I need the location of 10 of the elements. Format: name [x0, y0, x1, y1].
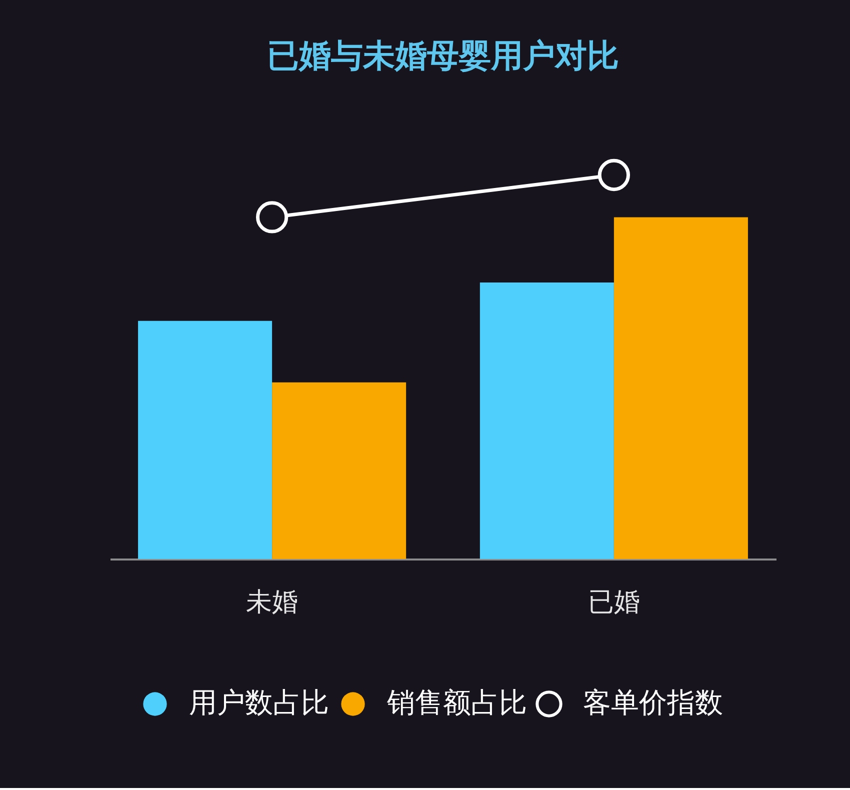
chart-title: 已婚与未婚母婴用户对比 — [267, 36, 619, 75]
bar — [614, 217, 748, 559]
legend-label: 销售额占比 — [386, 686, 527, 719]
bar — [138, 320, 272, 559]
legend-label: 用户数占比 — [189, 686, 329, 719]
legend-label: 客单价指数 — [583, 686, 723, 719]
bar — [480, 282, 614, 559]
x-tick-label: 未婚 — [246, 588, 298, 618]
x-tick-label: 已婚 — [588, 588, 640, 618]
bar — [272, 382, 406, 559]
